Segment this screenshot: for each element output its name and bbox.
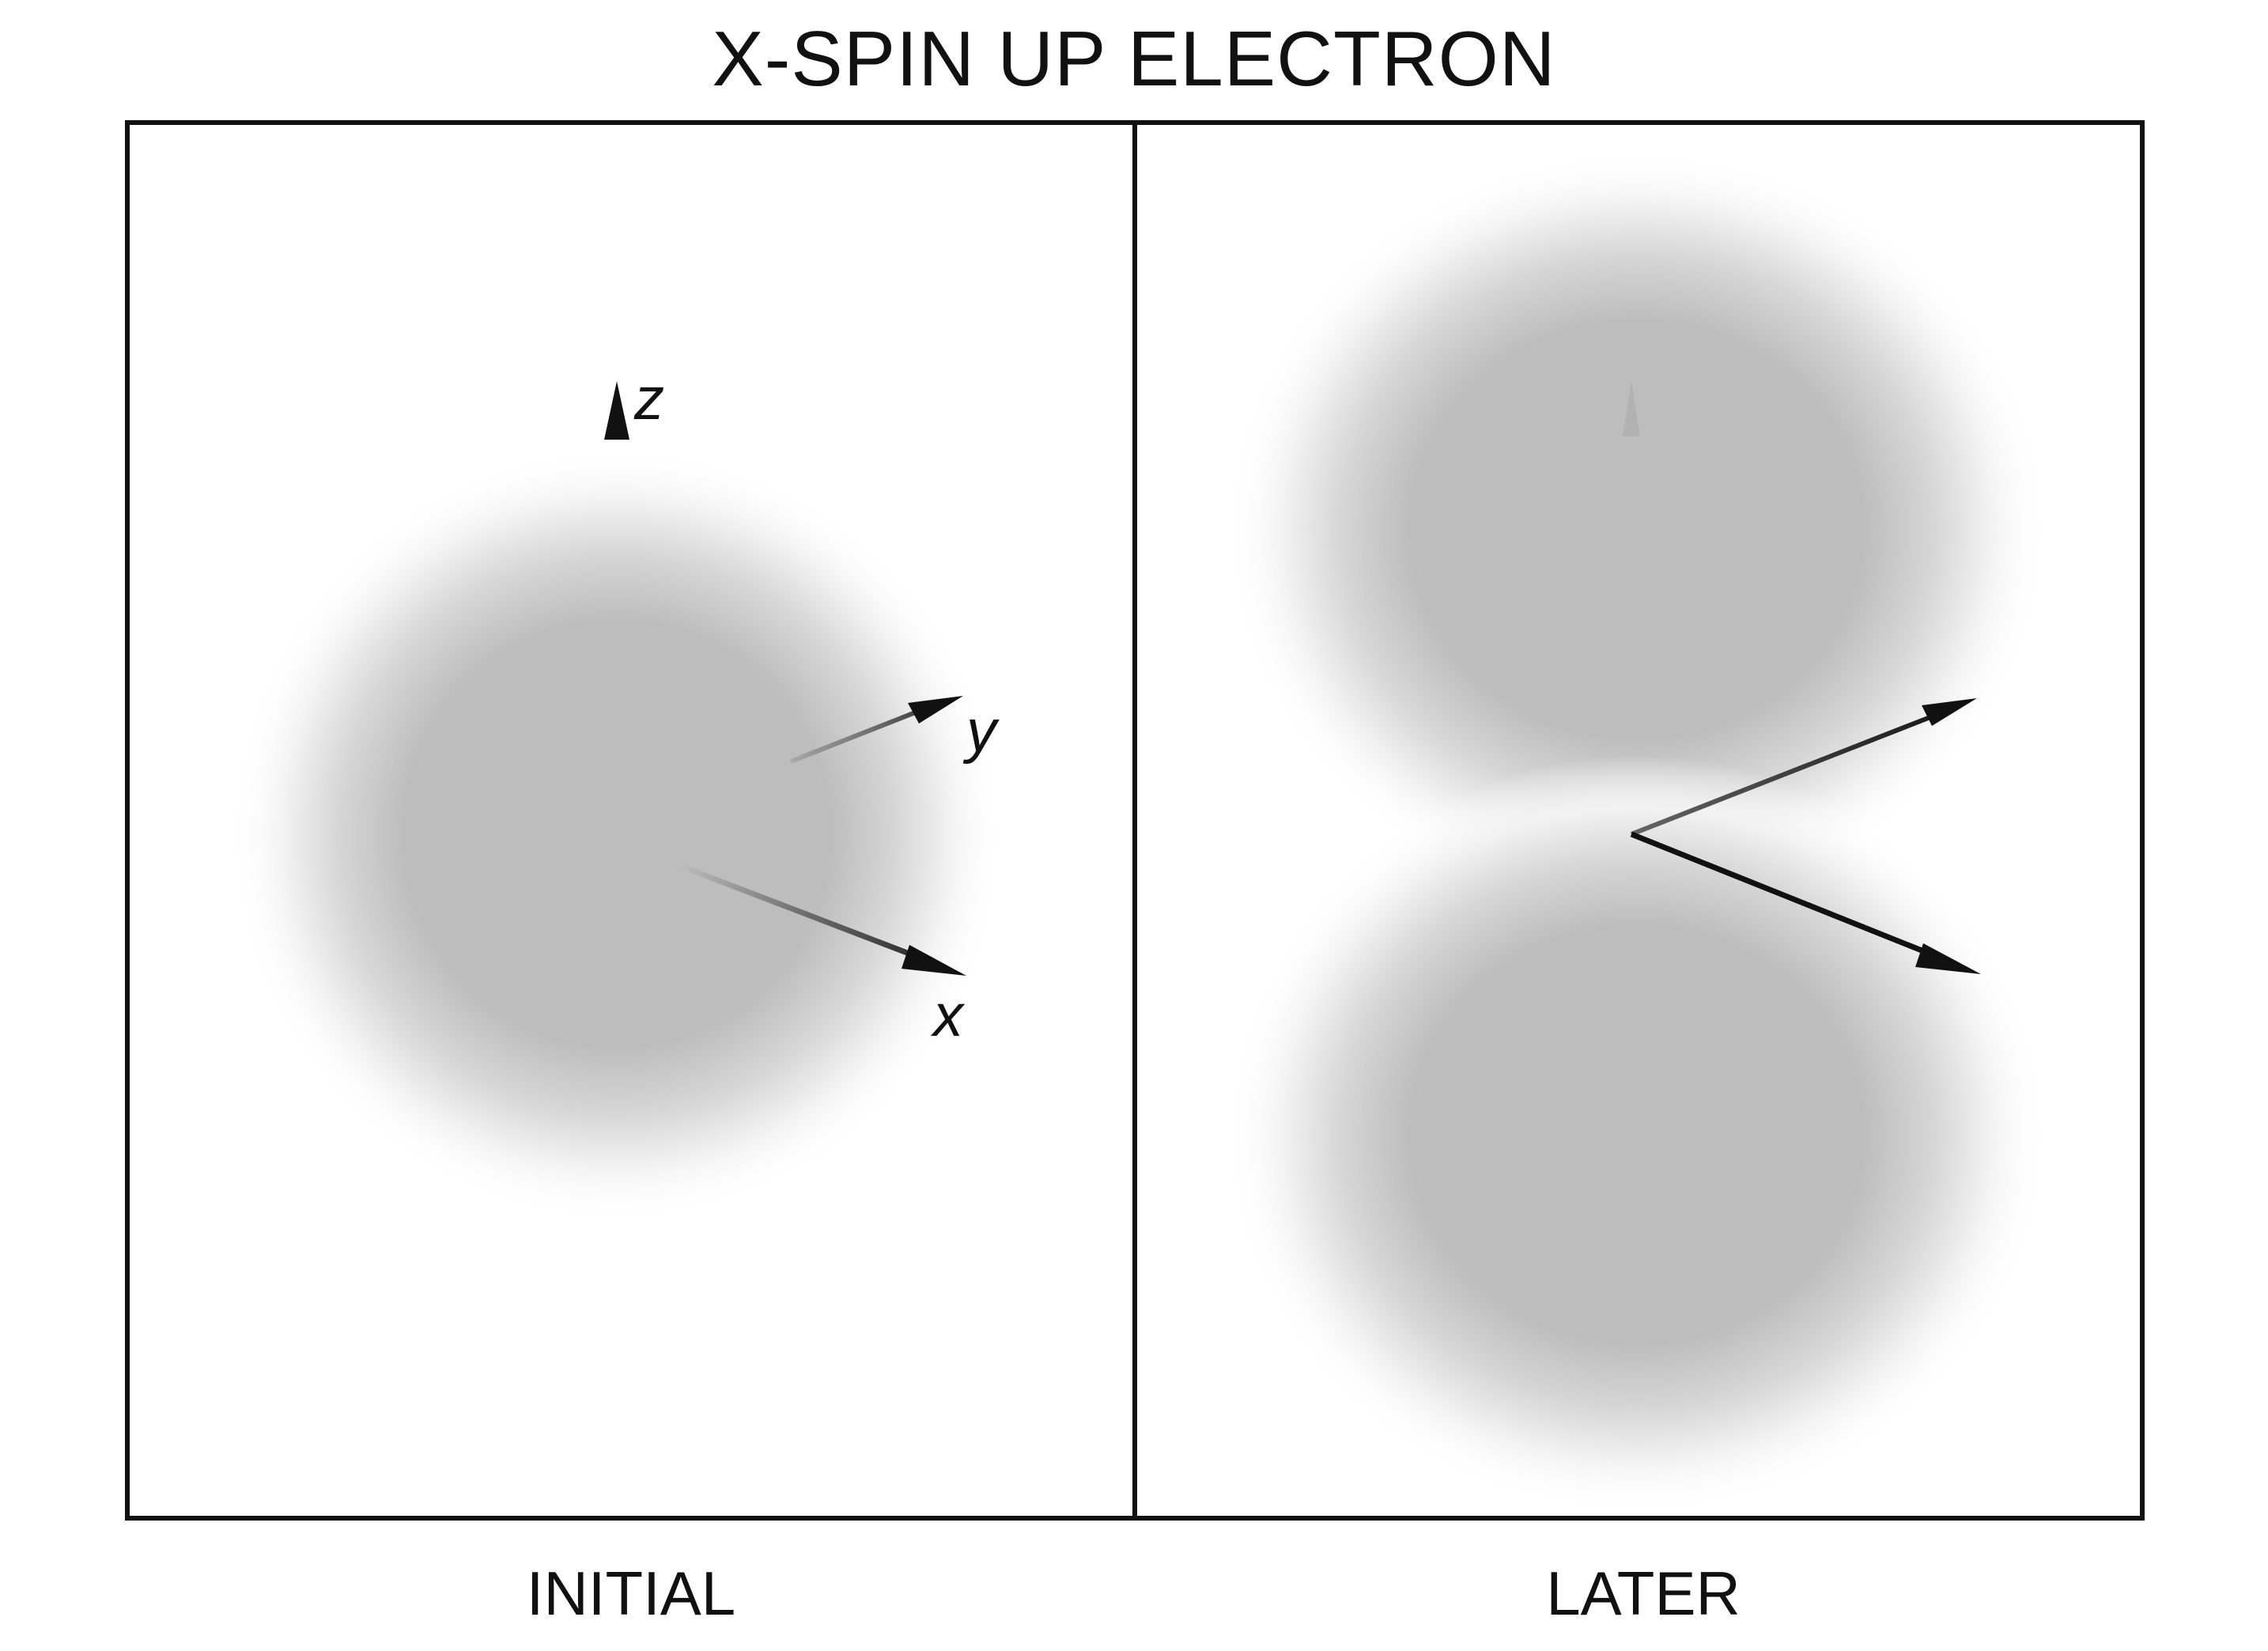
z-axis xyxy=(604,381,629,723)
figure-title: X-SPIN UP ELECTRON xyxy=(712,15,1556,102)
panel-later-frame xyxy=(1132,120,2145,1521)
x-axis-later xyxy=(1630,831,1981,974)
panel-later xyxy=(1132,120,2145,1521)
electron-cloud-upper xyxy=(1226,150,2048,909)
y-axis-label: y xyxy=(962,697,1000,765)
z-axis-label: z xyxy=(633,365,664,433)
electron-cloud-lower xyxy=(1226,755,2048,1514)
y-axis xyxy=(789,696,963,764)
y-axis-later xyxy=(1630,698,1977,837)
panel-initial: z y x xyxy=(125,120,1137,1521)
x-axis xyxy=(679,863,966,976)
caption-initial: INITIAL xyxy=(526,1558,736,1628)
z-axis-later xyxy=(1623,381,1640,834)
x-axis-label: x xyxy=(930,982,966,1049)
caption-later: LATER xyxy=(1546,1558,1741,1628)
electron-cloud-initial xyxy=(229,447,1004,1222)
